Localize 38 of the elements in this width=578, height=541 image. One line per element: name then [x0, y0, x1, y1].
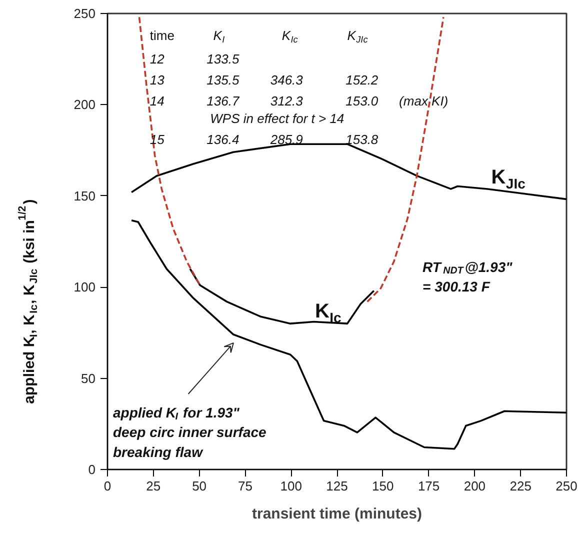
- annotation: 285.9: [269, 132, 303, 147]
- y-tick-label: 100: [74, 280, 96, 295]
- x-tick-label: 225: [510, 478, 532, 494]
- x-tick-label: 25: [146, 478, 161, 494]
- x-tick-label: 75: [238, 478, 252, 494]
- annotation: 12: [150, 52, 166, 67]
- y-tick-label: 250: [74, 6, 96, 21]
- x-tick-label: 50: [192, 478, 207, 494]
- annotation: 346.3: [270, 72, 304, 88]
- x-tick-label: 0: [104, 478, 112, 494]
- x-axis-title: transient time (minutes): [252, 506, 422, 522]
- x-tick-label: 200: [464, 478, 486, 494]
- annotation: 14: [150, 94, 164, 109]
- annotation: 136.4: [206, 132, 240, 147]
- annotation: 152.2: [346, 72, 379, 88]
- line-series: [130, 143, 566, 200]
- x-tick-label: 100: [280, 478, 302, 494]
- x-tick-label: 125: [326, 478, 348, 494]
- annotation: 153.0: [346, 94, 379, 109]
- x-tick-label: 150: [372, 478, 394, 494]
- annotation: 133.5: [206, 52, 240, 67]
- line-series: [189, 268, 375, 324]
- y-tick-label: 0: [88, 462, 96, 477]
- y-tick-label: 50: [81, 370, 96, 386]
- x-tick-label: 250: [556, 478, 578, 494]
- annotation: 136.7: [206, 94, 240, 109]
- y-tick-label: 200: [74, 97, 96, 112]
- x-tick-label: 175: [418, 478, 440, 494]
- annotation: (max KI): [399, 94, 448, 109]
- annotation: 153.8: [346, 132, 379, 147]
- annotation: WPS in effect for t > 14: [210, 110, 344, 126]
- annotation: 312.3: [270, 94, 304, 109]
- annotation: 15: [150, 132, 166, 147]
- annotation: 135.5: [206, 72, 240, 88]
- annotation: 13: [150, 72, 166, 88]
- annotation: time: [150, 28, 174, 43]
- text: applied KI, KIc, KJIc (ksi in1/2): [16, 199, 40, 404]
- y-tick-label: 150: [74, 188, 96, 204]
